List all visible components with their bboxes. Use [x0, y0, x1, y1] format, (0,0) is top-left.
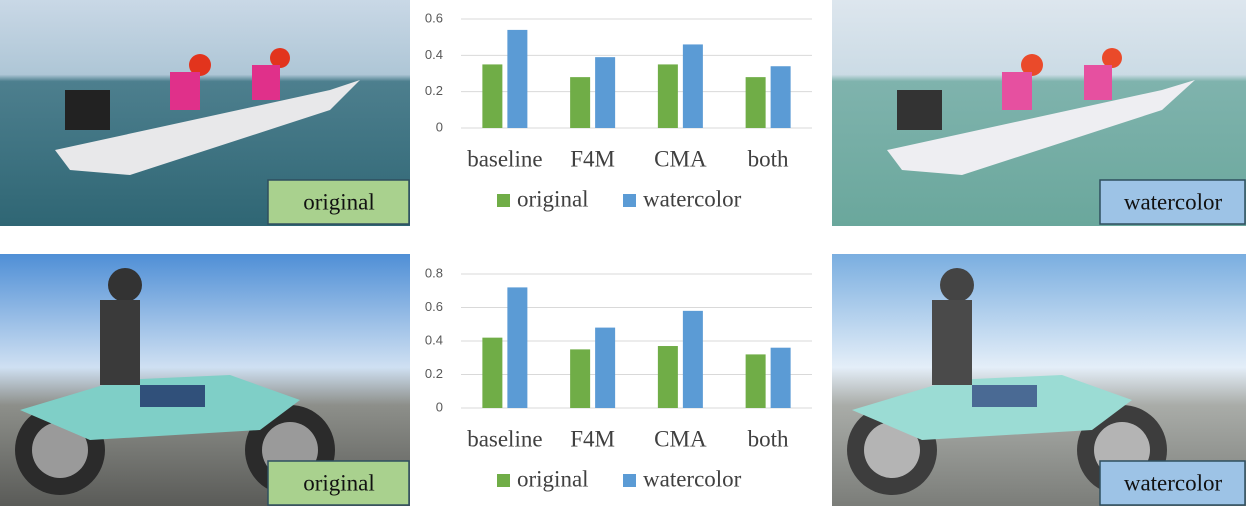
bar [682, 310, 703, 408]
legend-swatch [497, 474, 510, 487]
x-tick-label: baseline [467, 426, 542, 451]
x-tick-label: CMA [654, 426, 707, 451]
x-tick-label: baseline [467, 146, 542, 171]
legend-swatch [497, 194, 510, 207]
y-tick-label: 0 [436, 399, 443, 414]
bar [657, 64, 678, 128]
x-tick-label: F4M [570, 146, 615, 171]
y-tick-label: 0.4 [425, 47, 443, 62]
legend-label: watercolor [643, 186, 742, 211]
bar [745, 354, 766, 408]
y-tick-label: 0.2 [425, 366, 443, 381]
bar [657, 346, 678, 408]
image-label: original [303, 189, 375, 214]
photo-moto-watercolor [832, 254, 1246, 506]
bar [595, 327, 616, 408]
y-tick-label: 0.4 [425, 332, 443, 347]
image-label-box [1099, 460, 1246, 506]
legend-swatch [623, 194, 636, 207]
y-tick-label: 0.8 [425, 265, 443, 280]
photo-boat-original [0, 0, 410, 226]
y-tick-label: 0.6 [425, 299, 443, 314]
legend-label: original [517, 466, 589, 491]
image-label-box [1099, 179, 1246, 225]
bar [482, 337, 503, 408]
bar [770, 347, 791, 408]
y-tick-label: 0.6 [425, 10, 443, 25]
y-tick-label: 0.2 [425, 83, 443, 98]
photo-boat-watercolor [832, 0, 1246, 226]
y-tick-label: 0 [436, 119, 443, 134]
bar [745, 77, 766, 128]
legend-label: original [517, 186, 589, 211]
image-label-box [267, 460, 410, 506]
bar [595, 57, 616, 128]
image-label: watercolor [1124, 189, 1223, 214]
image-label: watercolor [1124, 470, 1223, 495]
x-tick-label: CMA [654, 146, 707, 171]
x-tick-label: both [748, 146, 789, 171]
legend-label: watercolor [643, 466, 742, 491]
bar [770, 66, 791, 128]
bar [570, 349, 591, 408]
image-label-box [267, 179, 410, 225]
bar [482, 64, 503, 128]
bar [507, 29, 528, 128]
image-label: original [303, 470, 375, 495]
x-tick-label: both [748, 426, 789, 451]
legend-swatch [623, 474, 636, 487]
x-tick-label: F4M [570, 426, 615, 451]
bar [570, 77, 591, 128]
bar [507, 287, 528, 408]
bar [682, 44, 703, 128]
photo-moto-original [0, 254, 410, 506]
